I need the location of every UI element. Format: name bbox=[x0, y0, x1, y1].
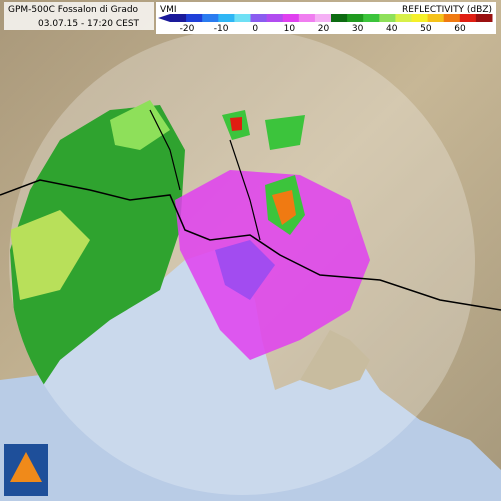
color-swatch bbox=[266, 14, 284, 22]
echo-light bbox=[110, 100, 170, 150]
echo-light bbox=[10, 210, 90, 300]
legend-tick-label: 10 bbox=[284, 24, 296, 34]
color-swatch bbox=[347, 14, 364, 22]
header-title: GPM-500C Fossalon di Grado bbox=[8, 5, 139, 15]
echo-violet bbox=[215, 240, 275, 300]
color-swatch bbox=[250, 14, 268, 22]
legend-tick-label: 40 bbox=[386, 24, 398, 34]
color-swatch bbox=[379, 14, 396, 22]
logo-mark bbox=[10, 452, 42, 482]
echo-storm bbox=[272, 190, 296, 225]
color-swatch bbox=[186, 14, 203, 22]
color-swatch bbox=[475, 14, 493, 22]
echo-storm bbox=[265, 115, 305, 150]
echoes bbox=[10, 100, 370, 390]
legend-tick-label: -10 bbox=[214, 24, 229, 34]
color-swatch bbox=[443, 14, 461, 22]
legend-tick-label: -20 bbox=[180, 24, 195, 34]
color-swatch bbox=[395, 14, 412, 22]
border bbox=[149, 109, 261, 241]
echo-green bbox=[10, 105, 185, 390]
color-swatch bbox=[218, 14, 235, 22]
border bbox=[0, 179, 501, 311]
color-swatch bbox=[427, 14, 445, 22]
header-box bbox=[4, 2, 154, 30]
echo-storm bbox=[230, 117, 242, 131]
legend-tick-label: 50 bbox=[420, 24, 432, 34]
color-swatch bbox=[170, 14, 187, 22]
color-swatch bbox=[363, 14, 380, 22]
legend-title: REFLECTIVITY (dBZ) bbox=[402, 5, 492, 15]
legend-tick-label: 20 bbox=[318, 24, 330, 34]
legend-product: VMI bbox=[160, 5, 177, 15]
color-swatch bbox=[331, 14, 348, 22]
legend-tick-label: 0 bbox=[252, 24, 258, 34]
istria bbox=[300, 330, 370, 390]
header-timestamp: 03.07.15 - 17:20 CEST bbox=[38, 19, 140, 29]
legend-arrow bbox=[158, 14, 170, 22]
legend-tick-label: 30 bbox=[352, 24, 364, 34]
color-swatch bbox=[234, 14, 251, 22]
color-swatch bbox=[202, 14, 219, 22]
sea bbox=[0, 250, 501, 501]
color-swatch bbox=[459, 14, 477, 22]
legend-tick-label: 60 bbox=[454, 24, 466, 34]
color-swatch bbox=[282, 14, 300, 22]
color-swatch bbox=[298, 14, 316, 22]
color-swatch bbox=[314, 14, 332, 22]
color-swatch bbox=[411, 14, 429, 22]
